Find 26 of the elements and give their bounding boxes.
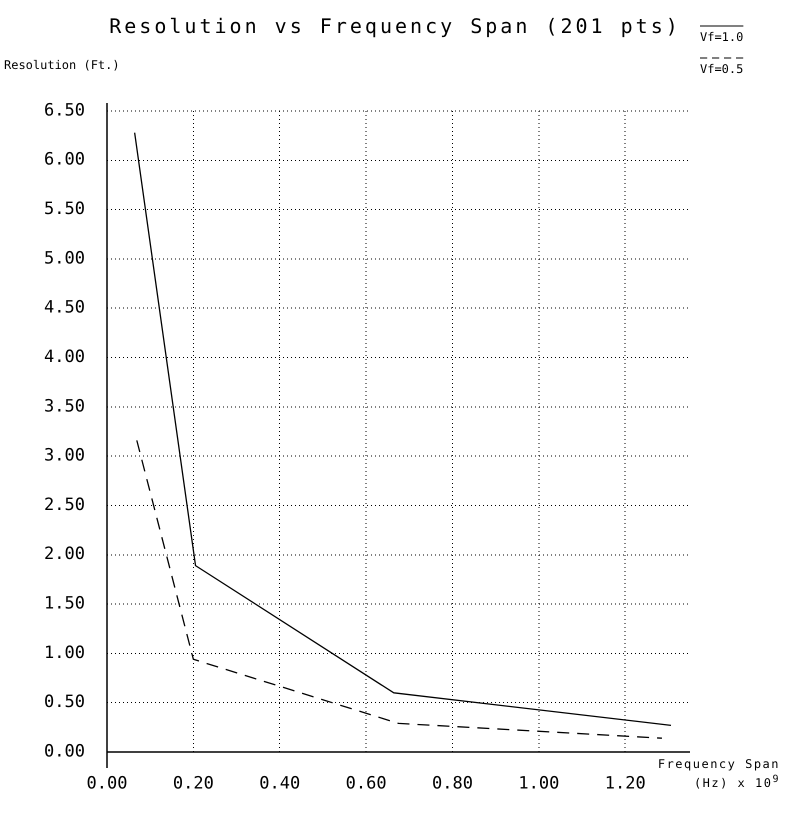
x-tick-label: 0.20 xyxy=(172,774,214,794)
y-tick-label: 1.00 xyxy=(44,642,85,663)
x-axis-title: Frequency Span (Hz) x 10$^{9}$ xyxy=(658,756,780,791)
y-tick-label: 5.00 xyxy=(44,248,85,268)
legend-label: Vf=1.0 xyxy=(700,30,744,44)
y-axis-title: Resolution (Ft.) xyxy=(4,58,120,72)
y-tick-label: 4.50 xyxy=(44,298,85,318)
y-tick-label: 4.00 xyxy=(44,346,85,367)
x-tick-label: 0.40 xyxy=(259,774,300,794)
x-tick-label: 0.60 xyxy=(346,774,387,794)
y-tick-label: 0.50 xyxy=(44,692,85,712)
y-tick-label: 2.50 xyxy=(44,494,85,515)
y-tick-label: 6.50 xyxy=(44,100,85,120)
y-tick-label: 3.50 xyxy=(44,396,85,416)
y-tick-label: 1.50 xyxy=(44,594,85,614)
x-tick-label: 1.20 xyxy=(604,774,646,794)
y-tick-label: 2.00 xyxy=(44,544,85,564)
legend-label: Vf=0.5 xyxy=(700,62,744,76)
x-tick-label: 0.00 xyxy=(86,774,128,794)
y-tick-label: 3.00 xyxy=(44,446,85,466)
chart-title: Resolution vs Frequency Span (201 pts) xyxy=(109,14,681,38)
x-tick-label: 1.00 xyxy=(518,774,560,794)
x-tick-label: 0.80 xyxy=(432,774,473,794)
y-tick-label: 5.50 xyxy=(44,199,85,220)
y-tick-label: 0.00 xyxy=(44,741,85,762)
y-tick-label: 6.00 xyxy=(44,150,85,170)
